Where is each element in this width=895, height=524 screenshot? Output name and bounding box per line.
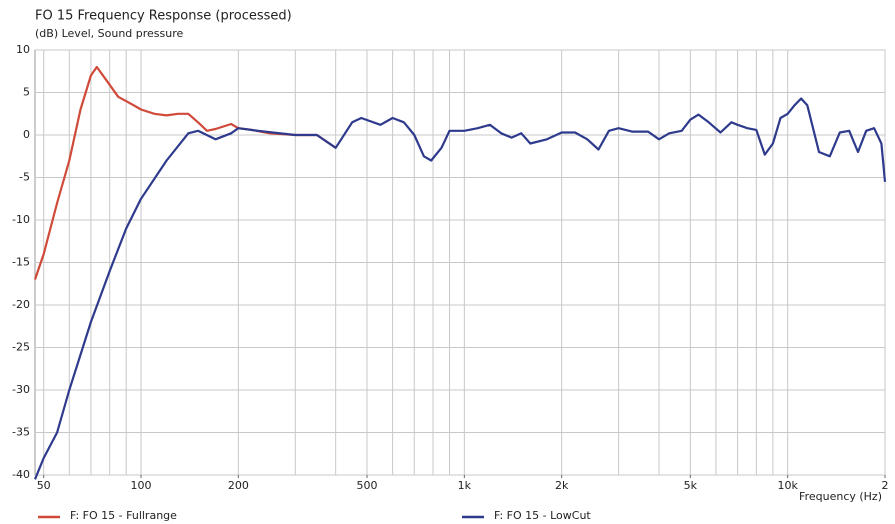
x-tick-label: 2k xyxy=(555,479,569,492)
x-axis-label: Frequency (Hz) xyxy=(799,490,882,503)
y-tick-label: -30 xyxy=(12,383,30,396)
x-tick-label: 100 xyxy=(131,479,152,492)
x-tick-label: 5k xyxy=(684,479,698,492)
chart-title: FO 15 Frequency Response (processed) xyxy=(35,9,292,24)
x-tick-label: 500 xyxy=(357,479,378,492)
y-tick-label: 0 xyxy=(23,128,30,141)
y-tick-label: -15 xyxy=(12,256,30,269)
y-tick-label: -40 xyxy=(12,468,30,481)
legend-label: F: FO 15 - LowCut xyxy=(494,509,591,522)
legend-label: F: FO 15 - Fullrange xyxy=(70,509,177,522)
x-tick-label: 50 xyxy=(37,479,51,492)
chart-subtitle: (dB) Level, Sound pressure xyxy=(35,27,184,40)
y-tick-label: 5 xyxy=(23,86,30,99)
x-tick-label: 2 xyxy=(882,479,889,492)
y-tick-label: -20 xyxy=(12,298,30,311)
y-tick-label: -10 xyxy=(12,213,30,226)
line xyxy=(33,97,887,480)
y-tick-label: 10 xyxy=(16,43,30,56)
y-tick-label: -35 xyxy=(12,426,30,439)
x-tick-label: 10k xyxy=(777,479,798,492)
x-tick-label: 200 xyxy=(228,479,249,492)
y-tick-label: -25 xyxy=(12,341,30,354)
y-tick-label: -5 xyxy=(19,171,30,184)
x-tick-label: 1k xyxy=(458,479,472,492)
